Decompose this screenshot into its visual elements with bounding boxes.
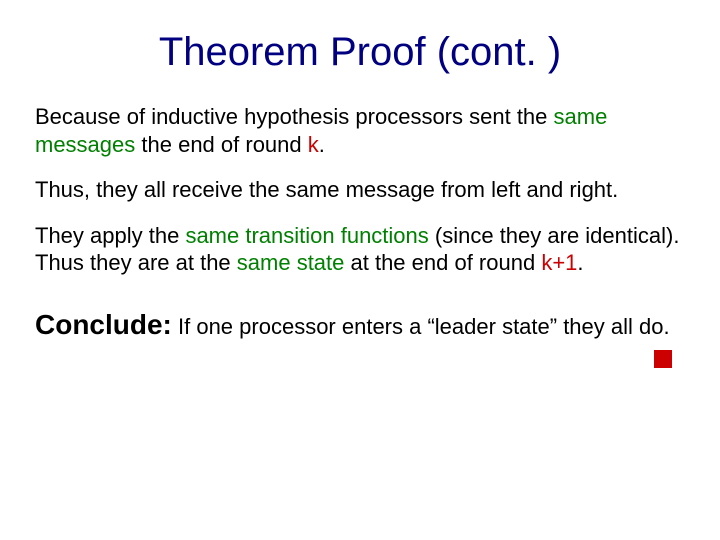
slide-title: Theorem Proof (cont. ) [35, 30, 685, 75]
conclude-paragraph: Conclude: If one processor enters a “lea… [35, 307, 685, 343]
p3-mid2: at the end of round [344, 250, 541, 275]
qed-box-icon [654, 350, 672, 368]
p3-k1: k+1 [541, 250, 577, 275]
p1-mid: the end of round [135, 132, 307, 157]
conclude-label: Conclude: [35, 309, 172, 340]
conclude-text: If one processor enters a “leader state”… [172, 314, 670, 339]
p3-same-tf: same transition functions [185, 223, 428, 248]
p1-k: k [308, 132, 319, 157]
paragraph-1: Because of inductive hypothesis processo… [35, 103, 685, 158]
p3-pre: They apply the [35, 223, 185, 248]
p1-post: . [319, 132, 325, 157]
paragraph-3: They apply the same transition functions… [35, 222, 685, 277]
p3-same-state: same state [237, 250, 345, 275]
p1-pre: Because of inductive hypothesis processo… [35, 104, 554, 129]
p3-post: . [577, 250, 583, 275]
paragraph-2: Thus, they all receive the same message … [35, 176, 685, 204]
